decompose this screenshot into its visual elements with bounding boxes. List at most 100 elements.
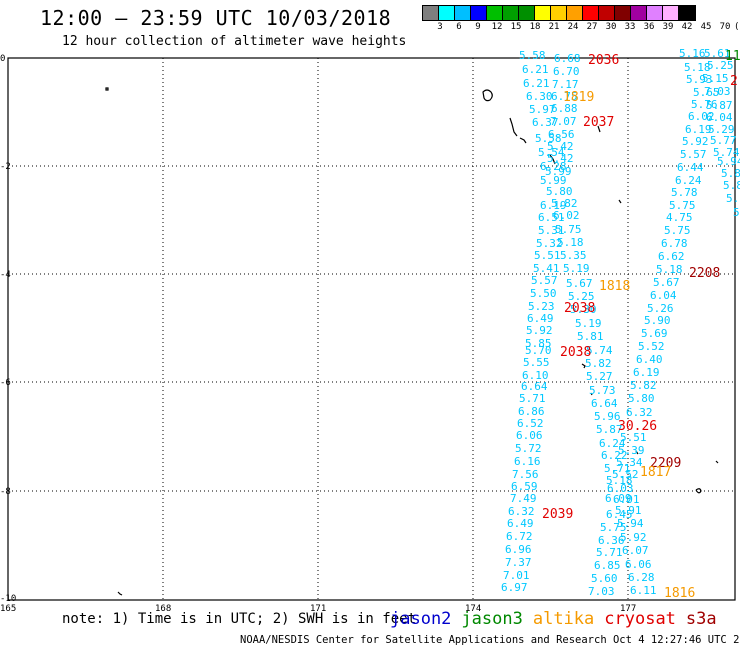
wave-height-value: 7.03	[588, 585, 615, 598]
wave-height-value: 7.17	[552, 78, 579, 91]
wave-height-value: 6.28	[540, 160, 567, 173]
wave-height-value: 6.75	[551, 90, 578, 103]
scale-label: 3	[437, 22, 443, 32]
scale-swatch	[599, 6, 615, 20]
wave-height-value: 5.31	[538, 224, 565, 237]
wave-height-value: 6.24	[599, 437, 626, 450]
wave-height-value: 5.54	[538, 146, 565, 159]
wave-height-value: 6.49	[527, 312, 554, 325]
wave-height-value: 5.57	[531, 274, 558, 287]
wave-height-value: 6.19	[540, 199, 567, 212]
wave-height-value: 6.40	[636, 353, 663, 366]
wave-height-value: 5.16	[679, 47, 706, 60]
longitude-label: 177	[620, 604, 636, 614]
wave-height-value: 5.71	[604, 462, 631, 475]
island-outline	[695, 488, 702, 494]
wave-height-value: 5.75	[600, 521, 627, 534]
pass-time-label: 30.26	[618, 419, 657, 434]
wave-height-value: 5.18	[557, 236, 584, 249]
scale-label: 33	[624, 22, 636, 32]
wave-height-value: 5.60	[591, 572, 618, 585]
wave-height-value: 6.04	[650, 289, 677, 302]
wave-height-value: 5.15	[702, 72, 729, 85]
satellite-legend-item: s3a	[685, 609, 717, 629]
scale-swatch	[679, 6, 695, 20]
wave-height-value: 6.44	[677, 161, 704, 174]
scale-label: 36	[643, 22, 655, 32]
scale-swatch	[551, 6, 567, 20]
wave-height-value: 6.09	[605, 492, 632, 505]
wave-height-value: 5.61	[704, 47, 731, 60]
wave-height-value: 5.58	[519, 49, 546, 62]
wave-height-value: 7.07	[550, 115, 577, 128]
island-outlines	[105, 87, 719, 596]
scale-label: 6	[456, 22, 462, 32]
wave-height-value: 6.06	[625, 558, 652, 571]
wave-height-value: 7.01	[503, 569, 530, 582]
scale-label: 42	[681, 22, 693, 32]
wave-height-value: 5.27	[586, 370, 613, 383]
wave-height-value: 5.87	[706, 99, 733, 112]
wave-height-value: 5.71	[596, 546, 623, 559]
scale-label: 70	[719, 22, 731, 32]
pass-time-label: 1819	[563, 90, 594, 105]
units-note: note: 1) Time is in UTC; 2) SWH is in fe…	[62, 611, 417, 627]
wave-height-value: 7.37	[505, 556, 532, 569]
scale-label: 21	[548, 22, 560, 32]
island-outline	[581, 363, 586, 369]
wave-height-value: 5.52	[612, 468, 639, 481]
satellite-legend: jason2 jason3 altika cryosat s3a	[390, 609, 727, 629]
wave-height-value: 6.45	[606, 508, 633, 521]
satellite-legend-item: cryosat	[604, 609, 676, 629]
scale-label: 27	[586, 22, 598, 32]
wave-height-value: 6.06	[516, 429, 543, 442]
wave-height-value: 5.99	[540, 174, 567, 187]
wave-height-value: 5.87	[596, 423, 623, 436]
wave-height-value: 5.82	[551, 197, 578, 210]
wave-height-value: 5.41	[533, 262, 560, 275]
scale-swatch	[455, 6, 471, 20]
wave-height-value: 5.75	[669, 199, 696, 212]
wave-height-value: 5.18	[606, 474, 633, 487]
island-outline	[105, 87, 109, 91]
scale-swatch	[663, 6, 679, 20]
wave-height-value: 5.57	[680, 148, 707, 161]
wave-height-value: 7.49	[510, 492, 537, 505]
wave-height-value: 6.03	[607, 482, 634, 495]
scale-swatch	[519, 6, 535, 20]
wave-height-value: 6.19	[633, 366, 660, 379]
wave-height-value: 5.25	[568, 290, 595, 303]
wave-height-value: 5.55	[523, 356, 550, 369]
wave-height-value: 6.02	[553, 209, 580, 222]
observation-layer: 5.58 6.686.21 6.706.21 7.176.306.755.976.88…	[501, 47, 740, 598]
wave-height-value: 6.97	[501, 581, 528, 594]
wave-height-value: 5.32	[536, 237, 563, 250]
wave-height-value: 6.10	[522, 369, 549, 382]
wave-height-value: 5.91	[615, 504, 642, 517]
wave-height-value: 5.26	[647, 302, 674, 315]
island-outline	[590, 392, 593, 396]
scale-swatch	[615, 6, 631, 20]
island-outline	[519, 137, 527, 144]
scale-label: (ft)	[734, 22, 740, 32]
wave-height-value: 5.65	[693, 86, 720, 99]
latitude-label: -10	[0, 594, 16, 604]
wave-height-value: 5.42	[547, 152, 574, 165]
scale-swatch	[567, 6, 583, 20]
wave-height-value: 6.72	[506, 530, 533, 543]
wave-height-value: 5.	[733, 206, 740, 219]
wave-height-value: 5.77	[710, 134, 737, 147]
wave-height-value: 5.76	[691, 98, 718, 111]
latitude-label: -2	[0, 162, 11, 172]
island-outline	[597, 125, 601, 133]
wave-height-value: 6.11	[630, 584, 657, 597]
wave-height-value: 5.42	[547, 140, 574, 153]
wave-height-value: 6.19	[685, 123, 712, 136]
wave-height-value: 5.f	[726, 192, 740, 205]
wave-height-value: 5.94	[717, 155, 740, 168]
wave-height-value: 5.85	[525, 337, 552, 350]
map-subtitle: 12 hour collection of altimeter wave hei…	[62, 34, 407, 49]
longitude-label: 171	[310, 604, 326, 614]
wave-height-value: 6.02	[688, 110, 715, 123]
